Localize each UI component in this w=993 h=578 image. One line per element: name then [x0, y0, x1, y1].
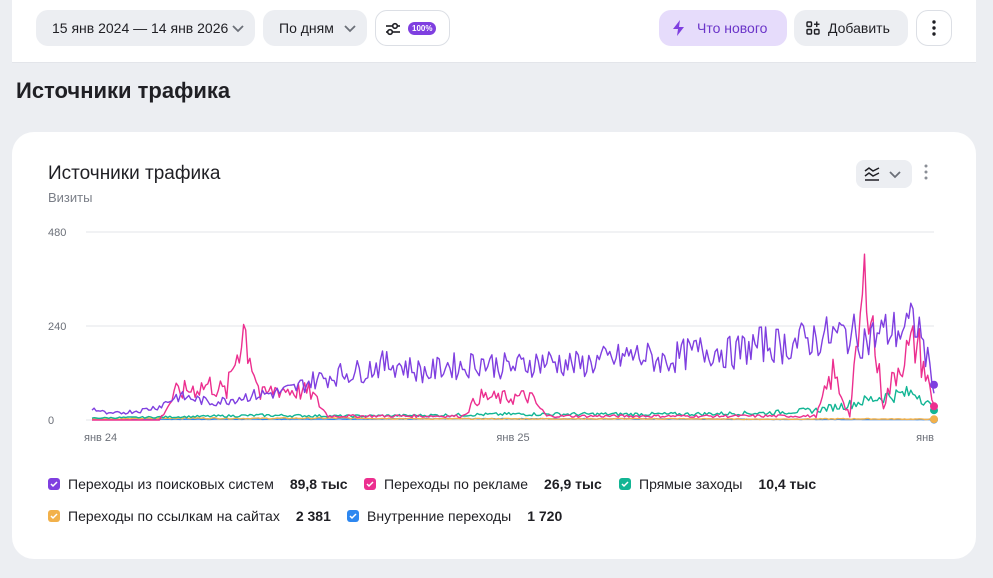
series-line: [92, 253, 935, 421]
series-line: [91, 385, 935, 420]
checkbox-icon: [48, 478, 60, 490]
add-label: Добавить: [828, 20, 890, 36]
legend-label: Прямые заходы: [639, 476, 743, 492]
sliders-icon: [386, 22, 400, 36]
traffic-line-chart: 480 240 0 янв 24 янв 25 янв: [48, 227, 938, 444]
legend-label: Переходы из поисковых систем: [68, 476, 274, 492]
chevron-down-icon: [232, 25, 244, 33]
period-label: 15 янв 2024 — 14 янв 2026: [52, 20, 229, 36]
chart-card: Источники трафика Визиты 480 240 0 янв 24 ян…: [12, 132, 976, 559]
legend-total: 26,9 тыс: [544, 476, 602, 492]
grouping-label: По дням: [279, 20, 334, 36]
more-menu-button[interactable]: [916, 10, 952, 46]
legend-item-links[interactable]: Переходы по ссылкам на сайтах 2 381: [48, 506, 331, 526]
legend-total: 2 381: [295, 508, 331, 524]
legend-total: 1 720: [527, 508, 563, 524]
series-end-point: [930, 380, 938, 389]
card-more-button[interactable]: [924, 164, 928, 185]
legend-label: Переходы по рекламе: [384, 476, 529, 492]
legend-total: 89,8 тыс: [289, 476, 348, 492]
y-tick-label: 0: [48, 415, 54, 427]
more-vertical-icon: [924, 164, 928, 180]
whats-new-label: Что нового: [697, 20, 768, 36]
legend-label: Внутренние переходы: [367, 508, 512, 524]
series-end-point: [930, 402, 938, 411]
add-button[interactable]: Добавить: [794, 10, 908, 46]
legend-item-internal[interactable]: Внутренние переходы 1 720: [347, 506, 562, 526]
x-tick-label: янв 25: [496, 432, 529, 444]
sampling-settings-button[interactable]: 100%: [375, 10, 450, 46]
whats-new-button[interactable]: Что нового: [659, 10, 787, 46]
card-title: Источники трафика: [48, 163, 221, 184]
more-vertical-icon: [932, 20, 936, 36]
series-line: [91, 416, 934, 421]
legend-total: 10,4 тыс: [758, 476, 817, 492]
x-tick-label: янв: [916, 432, 934, 444]
sampling-badge: 100%: [408, 22, 437, 35]
checkbox-icon: [364, 478, 376, 490]
chevron-down-icon: [344, 25, 356, 33]
period-selector[interactable]: 15 янв 2024 — 14 янв 2026: [36, 10, 255, 46]
add-widget-icon: [806, 21, 820, 35]
legend-item-direct[interactable]: Прямые заходы 10,4 тыс: [619, 474, 816, 494]
series-end-point: [930, 415, 938, 424]
y-tick-label: 480: [48, 227, 66, 239]
checkbox-icon: [347, 510, 359, 522]
x-tick-label: янв 24: [84, 432, 117, 444]
toolbar: 15 янв 2024 — 14 янв 2026 По дням 100% Ч…: [12, 0, 976, 63]
lightning-icon: [673, 20, 684, 36]
chevron-down-icon: [889, 171, 901, 179]
line-chart-icon: [864, 167, 880, 181]
card-subtitle: Визиты: [48, 190, 93, 205]
legend-label: Переходы по ссылкам на сайтах: [68, 508, 280, 524]
y-tick-label: 240: [48, 321, 66, 333]
page-title: Источники трафика: [16, 78, 231, 103]
checkbox-icon: [619, 478, 631, 490]
checkbox-icon: [48, 510, 60, 522]
chart-type-selector[interactable]: [856, 160, 912, 188]
legend-item-ads[interactable]: Переходы по рекламе 26,9 тыс: [364, 474, 602, 494]
legend-item-search[interactable]: Переходы из поисковых систем 89,8 тыс: [48, 474, 348, 494]
grouping-selector[interactable]: По дням: [263, 10, 367, 46]
series-line: [91, 302, 935, 415]
